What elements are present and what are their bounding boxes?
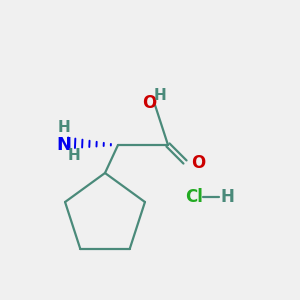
Text: O: O <box>191 154 205 172</box>
Text: O: O <box>142 94 156 112</box>
Text: H: H <box>220 188 234 206</box>
Text: Cl: Cl <box>185 188 203 206</box>
Text: H: H <box>58 121 70 136</box>
Text: H: H <box>154 88 166 104</box>
Text: H: H <box>68 148 80 163</box>
Text: N: N <box>56 136 71 154</box>
